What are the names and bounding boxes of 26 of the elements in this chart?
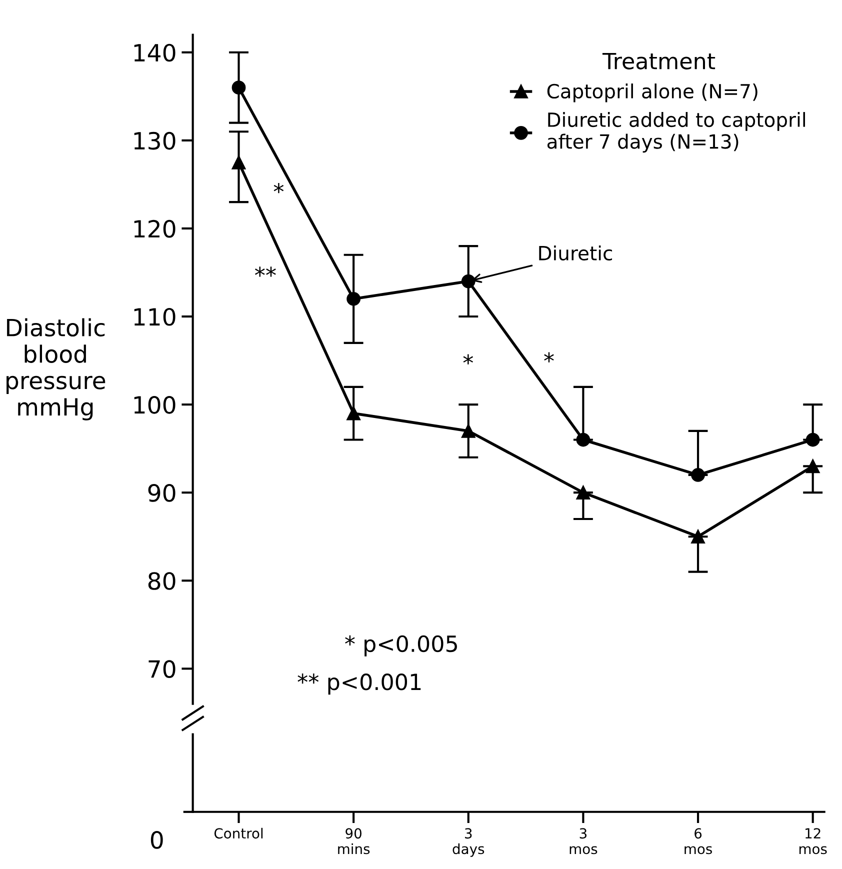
y-tick-label: 130	[134, 132, 176, 150]
legend-label: Captopril alone (N=7)	[547, 83, 758, 102]
y-tick-label: 140	[134, 44, 176, 62]
y-tick-label: 100	[134, 396, 176, 414]
text: 0	[150, 830, 163, 849]
annotation: ** p<0.001	[298, 673, 421, 695]
annotation: **	[254, 266, 276, 277]
y-tick-label: 80	[148, 572, 176, 590]
annotation: Diuretic	[539, 245, 612, 261]
y-tick-label: 70	[148, 660, 176, 678]
x-tick-label: 3 mos	[570, 828, 598, 854]
legend-label: Diuretic added to captopril after 7 days (N=13)	[547, 112, 805, 153]
y-axis-title: Diastolic blood pressure mmHg	[6, 318, 106, 420]
annotation: *	[463, 354, 474, 364]
y-tick-label: 120	[134, 220, 176, 238]
legend-title: Treatment	[602, 52, 716, 70]
annotation: *	[544, 352, 554, 362]
y-tick-label: 110	[134, 308, 176, 326]
x-tick-label: 90 mins	[338, 828, 370, 854]
x-tick-label: 12 mos	[799, 828, 827, 854]
x-tick-label: 3 days	[452, 828, 484, 857]
x-tick-label: 6 mos	[684, 828, 712, 854]
x-tick-label: Control	[214, 828, 263, 839]
annotation: *	[274, 182, 284, 194]
y-tick-label: 90	[148, 484, 176, 502]
annotation: * p<0.005	[345, 635, 457, 656]
